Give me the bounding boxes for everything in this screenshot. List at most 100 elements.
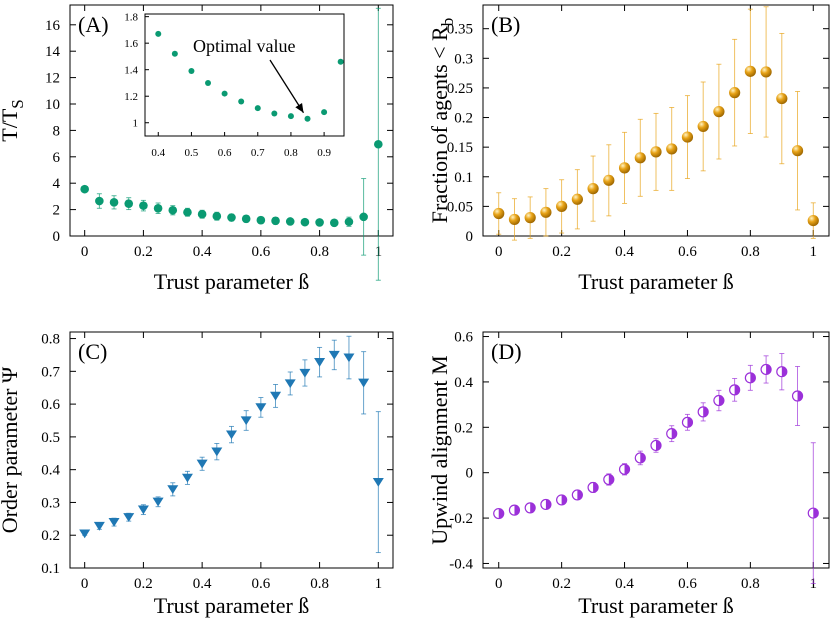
inset-data-point: [205, 79, 212, 86]
x-tick-label: 0.4: [615, 244, 634, 260]
y-tick-label: 0.8: [41, 332, 60, 348]
data-point: [807, 507, 819, 519]
half-circle-fill: [593, 482, 599, 493]
x-tick-label: 1: [810, 576, 818, 592]
data-point: [524, 212, 536, 224]
half-circle-fill: [797, 390, 803, 401]
inset-y-tick-label: 1.6: [124, 38, 138, 50]
panel-label: (B): [491, 12, 520, 37]
y-tick-label: 0.2: [41, 528, 60, 544]
data-point: [760, 66, 772, 78]
half-circle-fill: [656, 440, 661, 451]
x-axis-label: Trust parameter ß: [154, 593, 310, 618]
data-point: [650, 439, 662, 452]
x-tick-label: 0: [495, 576, 503, 592]
y-axis-label-text: Fraction of agents < Rb: [427, 18, 457, 223]
data-point: [183, 207, 192, 217]
data-point: [344, 217, 354, 227]
panel-label: (D): [491, 339, 522, 364]
data-point: [153, 203, 163, 213]
y-tick-label: 8: [53, 123, 61, 139]
data-point: [791, 390, 804, 402]
x-tick-label: 0.2: [134, 576, 153, 592]
half-circle-fill: [703, 406, 709, 417]
data-point: [493, 507, 505, 520]
data-point: [524, 502, 536, 514]
x-tick-label: 0.6: [678, 244, 697, 260]
y-tick-label: 14: [45, 44, 61, 60]
half-circle-fill: [781, 366, 787, 377]
data-point: [300, 217, 310, 227]
x-tick-label: 0.8: [741, 576, 760, 592]
inset-data-point: [321, 109, 328, 116]
data-point: [618, 463, 631, 475]
half-circle-fill: [608, 474, 614, 485]
data-point: [681, 416, 694, 428]
data-point: [744, 372, 756, 384]
data-point: [556, 200, 568, 212]
data-point: [372, 477, 384, 487]
y-tick-label: 0.15: [447, 140, 473, 156]
data-point: [634, 452, 646, 464]
data-point: [791, 145, 804, 157]
annotation-arrow-head: [295, 103, 304, 113]
data-point: [697, 120, 709, 133]
y-axis-label-text: Order parameter Ψ: [0, 366, 22, 533]
y-tick-label: -0.4: [449, 556, 473, 572]
data-point: [315, 218, 324, 227]
x-tick-label: 0: [495, 244, 503, 260]
y-tick-label: 0.3: [454, 51, 473, 67]
y-tick-label: 0.05: [447, 199, 473, 215]
x-tick-label: 0: [81, 244, 89, 260]
annotation-optimal-value: Optimal value: [193, 36, 295, 56]
data-point: [587, 481, 599, 494]
y-tick-label: 10: [45, 97, 60, 113]
data-point: [776, 92, 788, 105]
x-tick-label: 0.6: [251, 576, 270, 592]
data-point: [285, 217, 295, 226]
data-point: [240, 416, 252, 426]
data-point: [314, 358, 326, 367]
data-point: [540, 498, 552, 511]
half-circle-fill: [734, 384, 740, 395]
data-point: [343, 353, 355, 363]
x-tick-label: 0.6: [678, 576, 697, 592]
inset-x-tick-label: 0.5: [185, 147, 199, 159]
y-axis-label: T/TS: [0, 99, 27, 141]
x-tick-label: 1: [375, 576, 383, 592]
data-point: [359, 212, 368, 222]
inset-chart: 0.4 0.5 0.6 0.7 0.8 0.9 1 1.2 1.4 1.6 1.8 Optimal v…: [124, 12, 345, 159]
data-point: [571, 489, 583, 501]
y-tick-label: 0.4: [454, 375, 473, 391]
y-tick-label: 0.1: [41, 561, 60, 577]
inset-data-point: [188, 68, 195, 75]
y-tick-label: 2: [53, 203, 61, 219]
x-tick-label: 0: [81, 576, 89, 592]
data-point: [139, 201, 148, 210]
data-point: [256, 215, 266, 225]
inset-data-point: [271, 110, 278, 117]
data-point: [284, 379, 296, 389]
inset-data-point: [155, 30, 162, 37]
data-point: [713, 106, 725, 118]
x-tick-label: 0.4: [193, 244, 212, 260]
half-circle-fill: [498, 508, 504, 519]
inset-data-point: [221, 90, 228, 97]
y-axis-label-subscript: b: [438, 18, 457, 27]
data-point: [137, 505, 149, 515]
y-tick-label: 4: [53, 176, 61, 192]
data-point: [729, 87, 741, 99]
x-tick-label: 0.2: [552, 576, 571, 592]
y-axis-label-text: T/TS: [0, 99, 27, 141]
data-point: [634, 152, 646, 164]
half-circle-fill: [718, 395, 724, 406]
data-point: [255, 403, 267, 413]
y-axis-label-text: Upwind alignment M: [427, 355, 452, 544]
x-tick-label: 0.2: [134, 244, 153, 260]
half-circle-fill: [545, 499, 551, 510]
annotation-arrow-line: [269, 59, 305, 114]
data-point: [212, 211, 222, 221]
data-point: [197, 209, 207, 219]
inset-y-tick-label: 1: [133, 118, 139, 130]
